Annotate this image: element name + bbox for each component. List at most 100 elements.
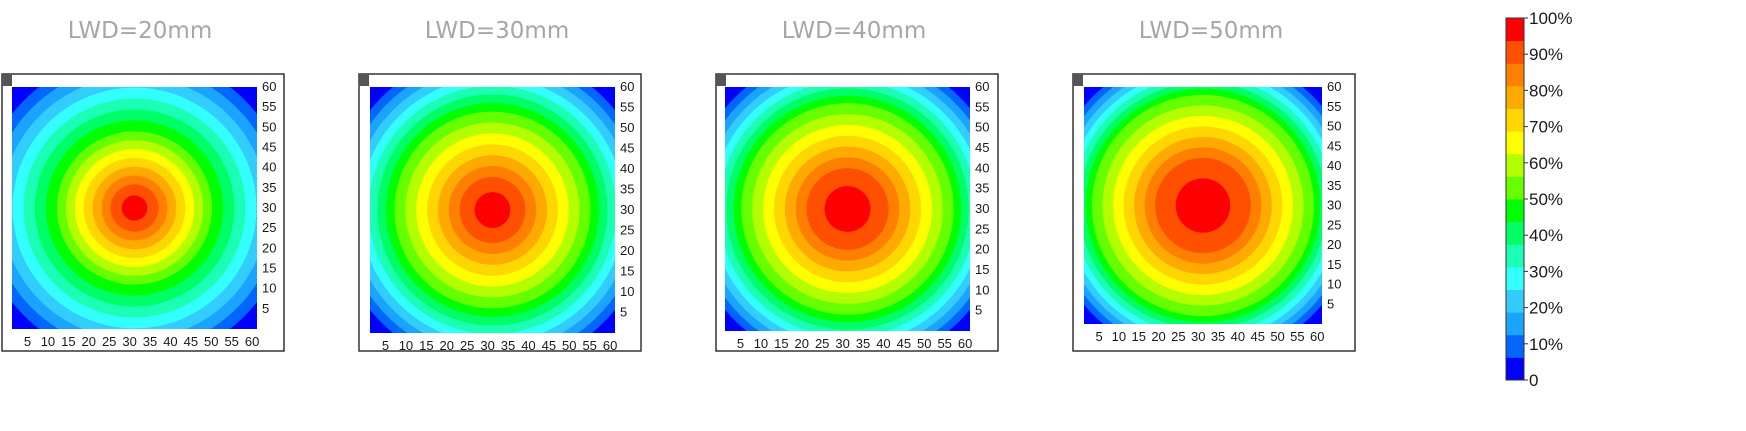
x-tick-label: 30 [1191, 329, 1205, 344]
x-tick-label: 35 [143, 334, 157, 349]
y-tick-label: 45 [975, 140, 989, 155]
colorbar-swatch [1506, 312, 1524, 336]
y-tick-label: 60 [262, 79, 276, 94]
x-tick-label: 35 [856, 336, 870, 351]
y-tick-label: 35 [262, 180, 276, 195]
x-tick-label: 25 [102, 334, 116, 349]
y-tick-label: 15 [262, 261, 276, 276]
x-tick-label: 15 [419, 338, 433, 353]
y-tick-label: 15 [1327, 257, 1341, 272]
y-tick-label: 20 [975, 242, 989, 257]
x-tick-label: 55 [224, 334, 238, 349]
y-tick-label: 55 [975, 99, 989, 114]
y-tick-label: 55 [262, 99, 276, 114]
colorbar-swatch [1506, 334, 1524, 358]
colorbar-tick-label: 0 [1529, 371, 1538, 390]
contour-level-15 [1175, 178, 1231, 233]
x-tick-label: 10 [754, 336, 768, 351]
y-tick-label: 40 [975, 160, 989, 175]
contour-level-15 [824, 186, 871, 232]
x-tick-label: 45 [897, 336, 911, 351]
y-tick-label: 50 [975, 120, 989, 135]
y-tick-label: 45 [262, 140, 276, 155]
colorbar-tick-label: 100% [1529, 9, 1572, 28]
panel-title: LWD=50mm [1139, 18, 1284, 44]
x-tick-label: 50 [562, 338, 576, 353]
x-tick-label: 10 [399, 338, 413, 353]
x-tick-label: 25 [1171, 329, 1185, 344]
y-tick-label: 5 [975, 303, 982, 318]
y-tick-label: 35 [1327, 178, 1341, 193]
x-tick-label: 5 [382, 338, 389, 353]
colorbar-tick-label: 80% [1529, 81, 1563, 100]
panel-title: LWD=40mm [782, 18, 927, 44]
panel-title: LWD=20mm [68, 18, 213, 44]
y-tick-label: 5 [262, 301, 269, 316]
x-tick-label: 45 [1251, 329, 1265, 344]
y-tick-label: 25 [620, 223, 634, 238]
colorbar-tick-label: 20% [1529, 299, 1563, 318]
heatmap-panel-lwd-20: LWD=20mm 5 10 15 20 25 30 35 40 45 50 55 60 60 55 50 4… [1, 18, 285, 352]
contour-level-15 [474, 192, 511, 228]
colorbar-swatch [1506, 131, 1524, 155]
x-tick-label: 55 [582, 338, 596, 353]
x-tick-label: 25 [815, 336, 829, 351]
panel-corner-marker [359, 74, 369, 86]
x-tick-label: 20 [440, 338, 454, 353]
y-tick-label: 15 [975, 262, 989, 277]
x-tick-label: 50 [1270, 329, 1284, 344]
y-tick-label: 25 [262, 220, 276, 235]
y-tick-label: 60 [1327, 79, 1341, 94]
y-tick-label: 45 [620, 141, 634, 156]
heatmap-panel-lwd-50: LWD=50mm 5 10 15 20 25 30 35 40 45 50 55 60 60 55 50 4… [1072, 18, 1356, 352]
x-tick-label: 40 [1231, 329, 1245, 344]
y-tick-label: 55 [620, 100, 634, 115]
x-tick-label: 40 [521, 338, 535, 353]
colorbar-swatch [1506, 244, 1524, 268]
y-tick-label: 15 [620, 264, 634, 279]
x-tick-label: 20 [82, 334, 96, 349]
x-tick-label: 30 [480, 338, 494, 353]
y-tick-label: 50 [1327, 119, 1341, 134]
x-tick-label: 60 [603, 338, 617, 353]
x-tick-label: 35 [501, 338, 515, 353]
y-tick-label: 10 [262, 281, 276, 296]
x-tick-label: 55 [1290, 329, 1304, 344]
x-tick-label: 40 [163, 334, 177, 349]
y-tick-label: 35 [975, 181, 989, 196]
y-tick-label: 30 [1327, 198, 1341, 213]
y-tick-label: 45 [1327, 138, 1341, 153]
colorbar-legend: 100% 90% 80% 70% 60% 50% 40% 30% 20% 10% 0 [1505, 9, 1572, 390]
panel-corner-marker [2, 74, 12, 86]
y-tick-label: 25 [975, 221, 989, 236]
x-tick-label: 35 [1211, 329, 1225, 344]
x-tick-label: 5 [737, 336, 744, 351]
x-tick-label: 60 [1310, 329, 1324, 344]
colorbar-swatch [1506, 18, 1524, 42]
y-tick-label: 30 [620, 202, 634, 217]
y-tick-label: 40 [620, 161, 634, 176]
x-tick-label: 55 [937, 336, 951, 351]
colorbar-tick-label: 50% [1529, 190, 1563, 209]
panel-title: LWD=30mm [425, 18, 570, 44]
colorbar-swatch [1506, 357, 1524, 381]
x-tick-label: 5 [24, 334, 31, 349]
x-tick-label: 30 [835, 336, 849, 351]
colorbar-tick-label: 10% [1529, 335, 1563, 354]
heatmap-panel-lwd-40: LWD=40mm 5 10 15 20 25 30 35 40 45 50 55 60 60 55 50 4… [715, 18, 999, 352]
x-tick-label: 60 [958, 336, 972, 351]
y-tick-label: 20 [262, 240, 276, 255]
y-tick-label: 10 [1327, 277, 1341, 292]
y-tick-label: 30 [975, 201, 989, 216]
x-tick-label: 50 [917, 336, 931, 351]
x-tick-label: 30 [122, 334, 136, 349]
colorbar-tick-label: 30% [1529, 262, 1563, 281]
colorbar-swatch [1506, 153, 1524, 177]
y-tick-label: 40 [1327, 158, 1341, 173]
x-tick-label: 25 [460, 338, 474, 353]
x-tick-label: 10 [1112, 329, 1126, 344]
y-tick-label: 60 [975, 79, 989, 94]
colorbar-swatch [1506, 40, 1524, 64]
y-tick-label: 35 [620, 182, 634, 197]
y-tick-label: 20 [1327, 237, 1341, 252]
